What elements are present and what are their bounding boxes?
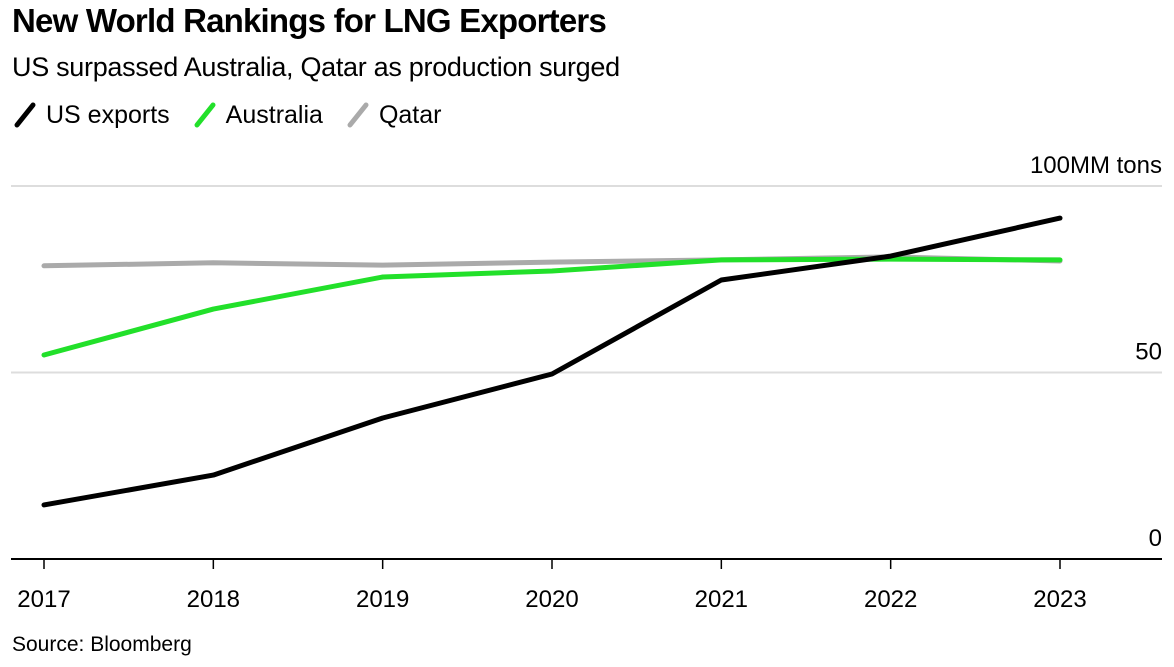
- legend-item-qatar: Qatar: [345, 100, 442, 130]
- x-tick-label-2018: 2018: [187, 586, 240, 613]
- legend-label: Australia: [225, 100, 323, 129]
- legend-label: Qatar: [378, 100, 442, 129]
- y-tick-label-100: 100MM tons: [1030, 152, 1162, 179]
- source-note: Source: Bloomberg: [12, 633, 192, 656]
- x-tick-label-2022: 2022: [864, 586, 917, 613]
- x-tick-label-2023: 2023: [1033, 586, 1086, 613]
- x-tick-label-2021: 2021: [695, 586, 748, 613]
- legend-label: US exports: [46, 100, 170, 129]
- legend: US exports Australia Qatar: [12, 100, 463, 130]
- x-tick-label-2017: 2017: [17, 586, 70, 613]
- y-tick-label-0: 0: [1149, 525, 1162, 552]
- series-line-us-exports: [41, 215, 1063, 508]
- chart-title: New World Rankings for LNG Exporters: [12, 2, 607, 39]
- legend-swatch-australia: [194, 102, 216, 128]
- legend-item-australia: Australia: [192, 100, 323, 130]
- x-tick-label-2020: 2020: [525, 586, 578, 613]
- chart-subtitle: US surpassed Australia, Qatar as product…: [12, 52, 620, 82]
- legend-swatch-us-exports: [14, 102, 36, 128]
- legend-swatch-qatar: [347, 102, 369, 128]
- y-tick-label-50: 50: [1135, 339, 1162, 366]
- x-tick-label-2019: 2019: [356, 586, 409, 613]
- series-line-australia: [41, 256, 1063, 358]
- legend-item-us-exports: US exports: [12, 100, 170, 130]
